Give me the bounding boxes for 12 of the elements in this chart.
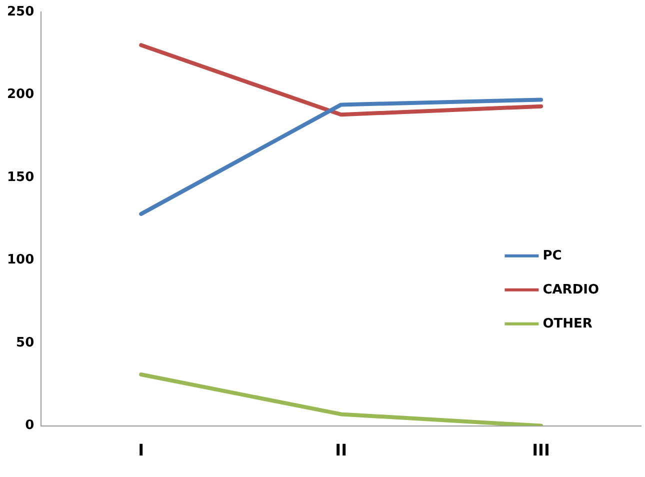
x-tick-label: I: [138, 440, 144, 460]
y-tick-label: 0: [25, 418, 34, 434]
legend-label: CARDIO: [542, 282, 600, 298]
y-tick-label: 50: [16, 335, 34, 350]
y-tick-label: 100: [6, 252, 34, 268]
x-tick-label: II: [335, 440, 348, 460]
y-tick-label: 150: [6, 170, 34, 185]
x-tick-label: III: [532, 440, 550, 460]
y-tick-label: 200: [6, 87, 34, 102]
legend-label: OTHER: [542, 316, 592, 332]
legend-label: PC: [542, 248, 562, 264]
y-tick-label: 250: [6, 4, 34, 20]
